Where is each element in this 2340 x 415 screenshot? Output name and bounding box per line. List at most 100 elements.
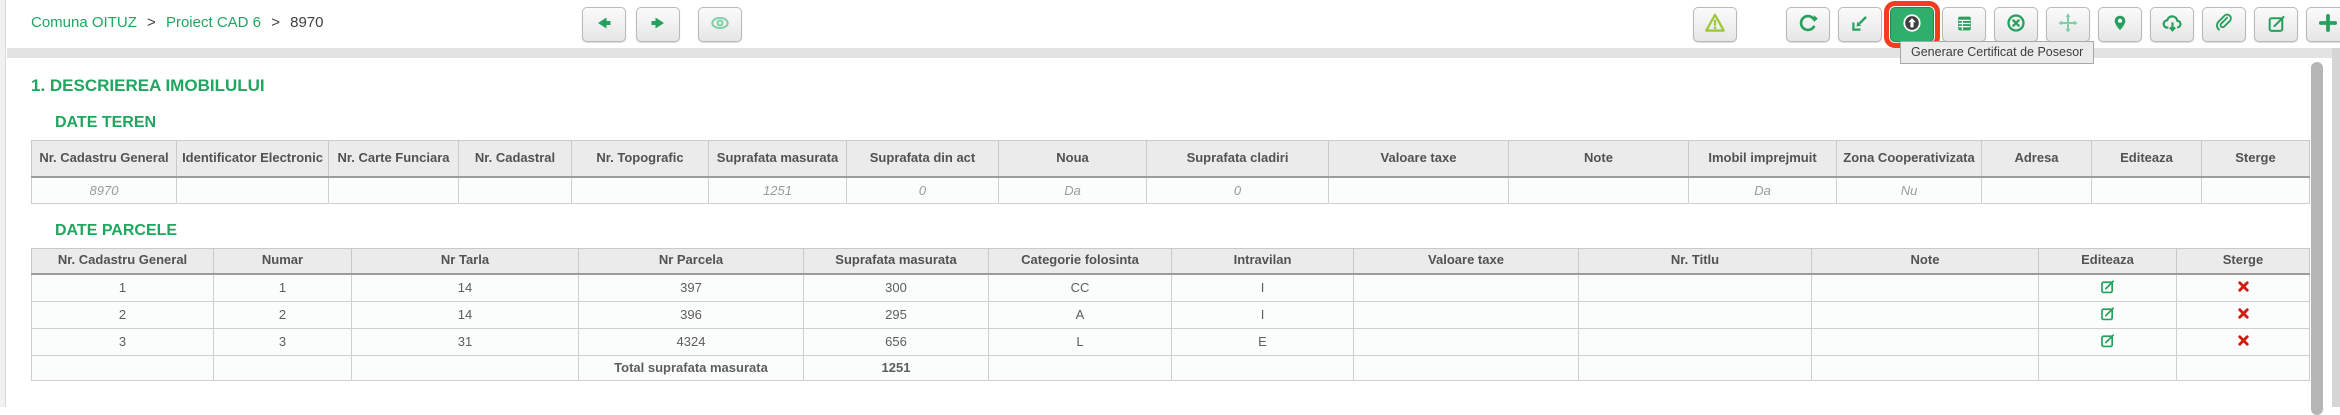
location-button[interactable] <box>2098 7 2142 42</box>
cell: 295 <box>803 300 989 329</box>
certificate-icon <box>1901 12 1923 37</box>
cell: 396 <box>578 300 804 329</box>
cell <box>988 354 1172 381</box>
cell <box>1171 354 1354 381</box>
delete-row-button[interactable] <box>2236 333 2251 351</box>
warning-triangle-icon <box>1703 11 1727 38</box>
cloud-download-button[interactable] <box>2150 7 2194 42</box>
delete-row-button[interactable] <box>2236 306 2251 324</box>
cell <box>571 176 709 204</box>
cell: 4324 <box>578 327 804 356</box>
cell <box>1811 273 2039 302</box>
warnings-button[interactable] <box>1693 7 1737 42</box>
move-icon <box>2057 12 2079 37</box>
column-header: Noua <box>998 140 1147 178</box>
column-header: Suprafata masurata <box>803 248 989 275</box>
cell: 3 <box>31 327 214 356</box>
edit-button[interactable] <box>2254 7 2298 42</box>
table-row: 1 1 14 397 300 CC I <box>31 273 2310 302</box>
cell: E <box>1171 327 1354 356</box>
column-header: Suprafata din act <box>846 140 999 178</box>
add-button[interactable] <box>2306 7 2340 42</box>
attachments-button[interactable] <box>2202 7 2246 42</box>
cell: 656 <box>803 327 989 356</box>
column-header: Sterge <box>2176 248 2310 275</box>
total-value: 1251 <box>803 354 989 381</box>
edit-row-button[interactable] <box>2099 305 2116 325</box>
cell: Da <box>998 176 1147 204</box>
column-header: Nr. Titlu <box>1578 248 1812 275</box>
date-parcele-title: DATE PARCELE <box>55 222 178 239</box>
cell: 31 <box>351 327 579 356</box>
move-button[interactable] <box>2046 7 2090 42</box>
column-header: Valoare taxe <box>1328 140 1509 178</box>
back-button[interactable] <box>582 7 626 42</box>
teren-header-row: Nr. Cadastru General Identificator Elect… <box>31 140 2310 178</box>
cell <box>458 176 572 204</box>
column-header: Suprafata masurata <box>708 140 847 178</box>
column-header: Valoare taxe <box>1353 248 1579 275</box>
column-header: Identificator Electronic <box>176 140 329 178</box>
cell <box>1811 300 2039 329</box>
edit-row-button[interactable] <box>2099 278 2116 298</box>
cell: 1 <box>31 273 214 302</box>
cell: 0 <box>846 176 999 204</box>
cell: 2 <box>31 300 214 329</box>
delete-icon <box>2236 333 2251 351</box>
delete-icon <box>2236 306 2251 324</box>
column-header: Note <box>1508 140 1689 178</box>
cancel-button[interactable] <box>1994 7 2038 42</box>
cloud-download-icon <box>2161 12 2184 38</box>
cell: 1251 <box>708 176 847 204</box>
cell <box>1578 273 1812 302</box>
edit-row-button[interactable] <box>2099 332 2116 352</box>
column-header: Adresa <box>1981 140 2092 178</box>
cell <box>1353 300 1579 329</box>
cell: L <box>988 327 1172 356</box>
forward-button[interactable] <box>636 7 680 42</box>
column-header: Nr. Topografic <box>571 140 709 178</box>
breadcrumb-separator: > <box>271 14 280 31</box>
cell <box>2091 176 2202 204</box>
teren-row: 8970 1251 0 Da 0 Da Nu <box>31 176 2310 204</box>
column-header: Nr. Cadastru General <box>31 248 214 275</box>
cell <box>1353 354 1579 381</box>
delete-row-button[interactable] <box>2236 279 2251 297</box>
export-button[interactable] <box>1838 7 1882 42</box>
cell <box>351 354 579 381</box>
cell: 0 <box>1146 176 1329 204</box>
preview-button[interactable] <box>698 7 742 42</box>
arrow-right-icon <box>648 13 668 36</box>
plus-icon <box>2317 12 2339 37</box>
generate-certificate-button[interactable] <box>1884 1 1940 48</box>
cell <box>2038 354 2177 381</box>
refresh-button[interactable] <box>1786 7 1830 42</box>
cell: I <box>1171 273 1354 302</box>
column-header: Nr. Carte Funciara <box>328 140 459 178</box>
vertical-scrollbar-thumb[interactable] <box>2311 62 2323 415</box>
table-view-button[interactable] <box>1942 7 1986 42</box>
date-teren-table: Nr. Cadastru General Identificator Elect… <box>31 140 2310 204</box>
top-bar: Comuna OITUZ > Proiect CAD 6 > 8970 <box>7 0 2340 48</box>
breadcrumb-project-link[interactable]: Proiect CAD 6 <box>165 14 262 31</box>
edit-icon <box>2266 13 2287 37</box>
nav-button-group <box>582 7 742 42</box>
cell <box>328 176 459 204</box>
breadcrumb-commune-link[interactable]: Comuna OITUZ <box>31 14 137 31</box>
table-row: 3 3 31 4324 656 L E <box>31 327 2310 356</box>
column-header: Note <box>1811 248 2039 275</box>
cell: A <box>988 300 1172 329</box>
cell: 2 <box>213 300 352 329</box>
page-title: 1. DESCRIEREA IMOBILULUI <box>31 76 265 95</box>
date-parcele-table: Nr. Cadastru General Numar Nr Tarla Nr P… <box>31 248 2310 381</box>
cell <box>1328 176 1509 204</box>
breadcrumb-separator: > <box>147 14 156 31</box>
cell: CC <box>988 273 1172 302</box>
cell <box>1578 354 1812 381</box>
cell <box>1811 354 2039 381</box>
cell: 300 <box>803 273 989 302</box>
column-header: Zona Cooperativizata <box>1836 140 1982 178</box>
cell: 397 <box>578 273 804 302</box>
edit-icon <box>2099 332 2116 352</box>
cell: 14 <box>351 300 579 329</box>
